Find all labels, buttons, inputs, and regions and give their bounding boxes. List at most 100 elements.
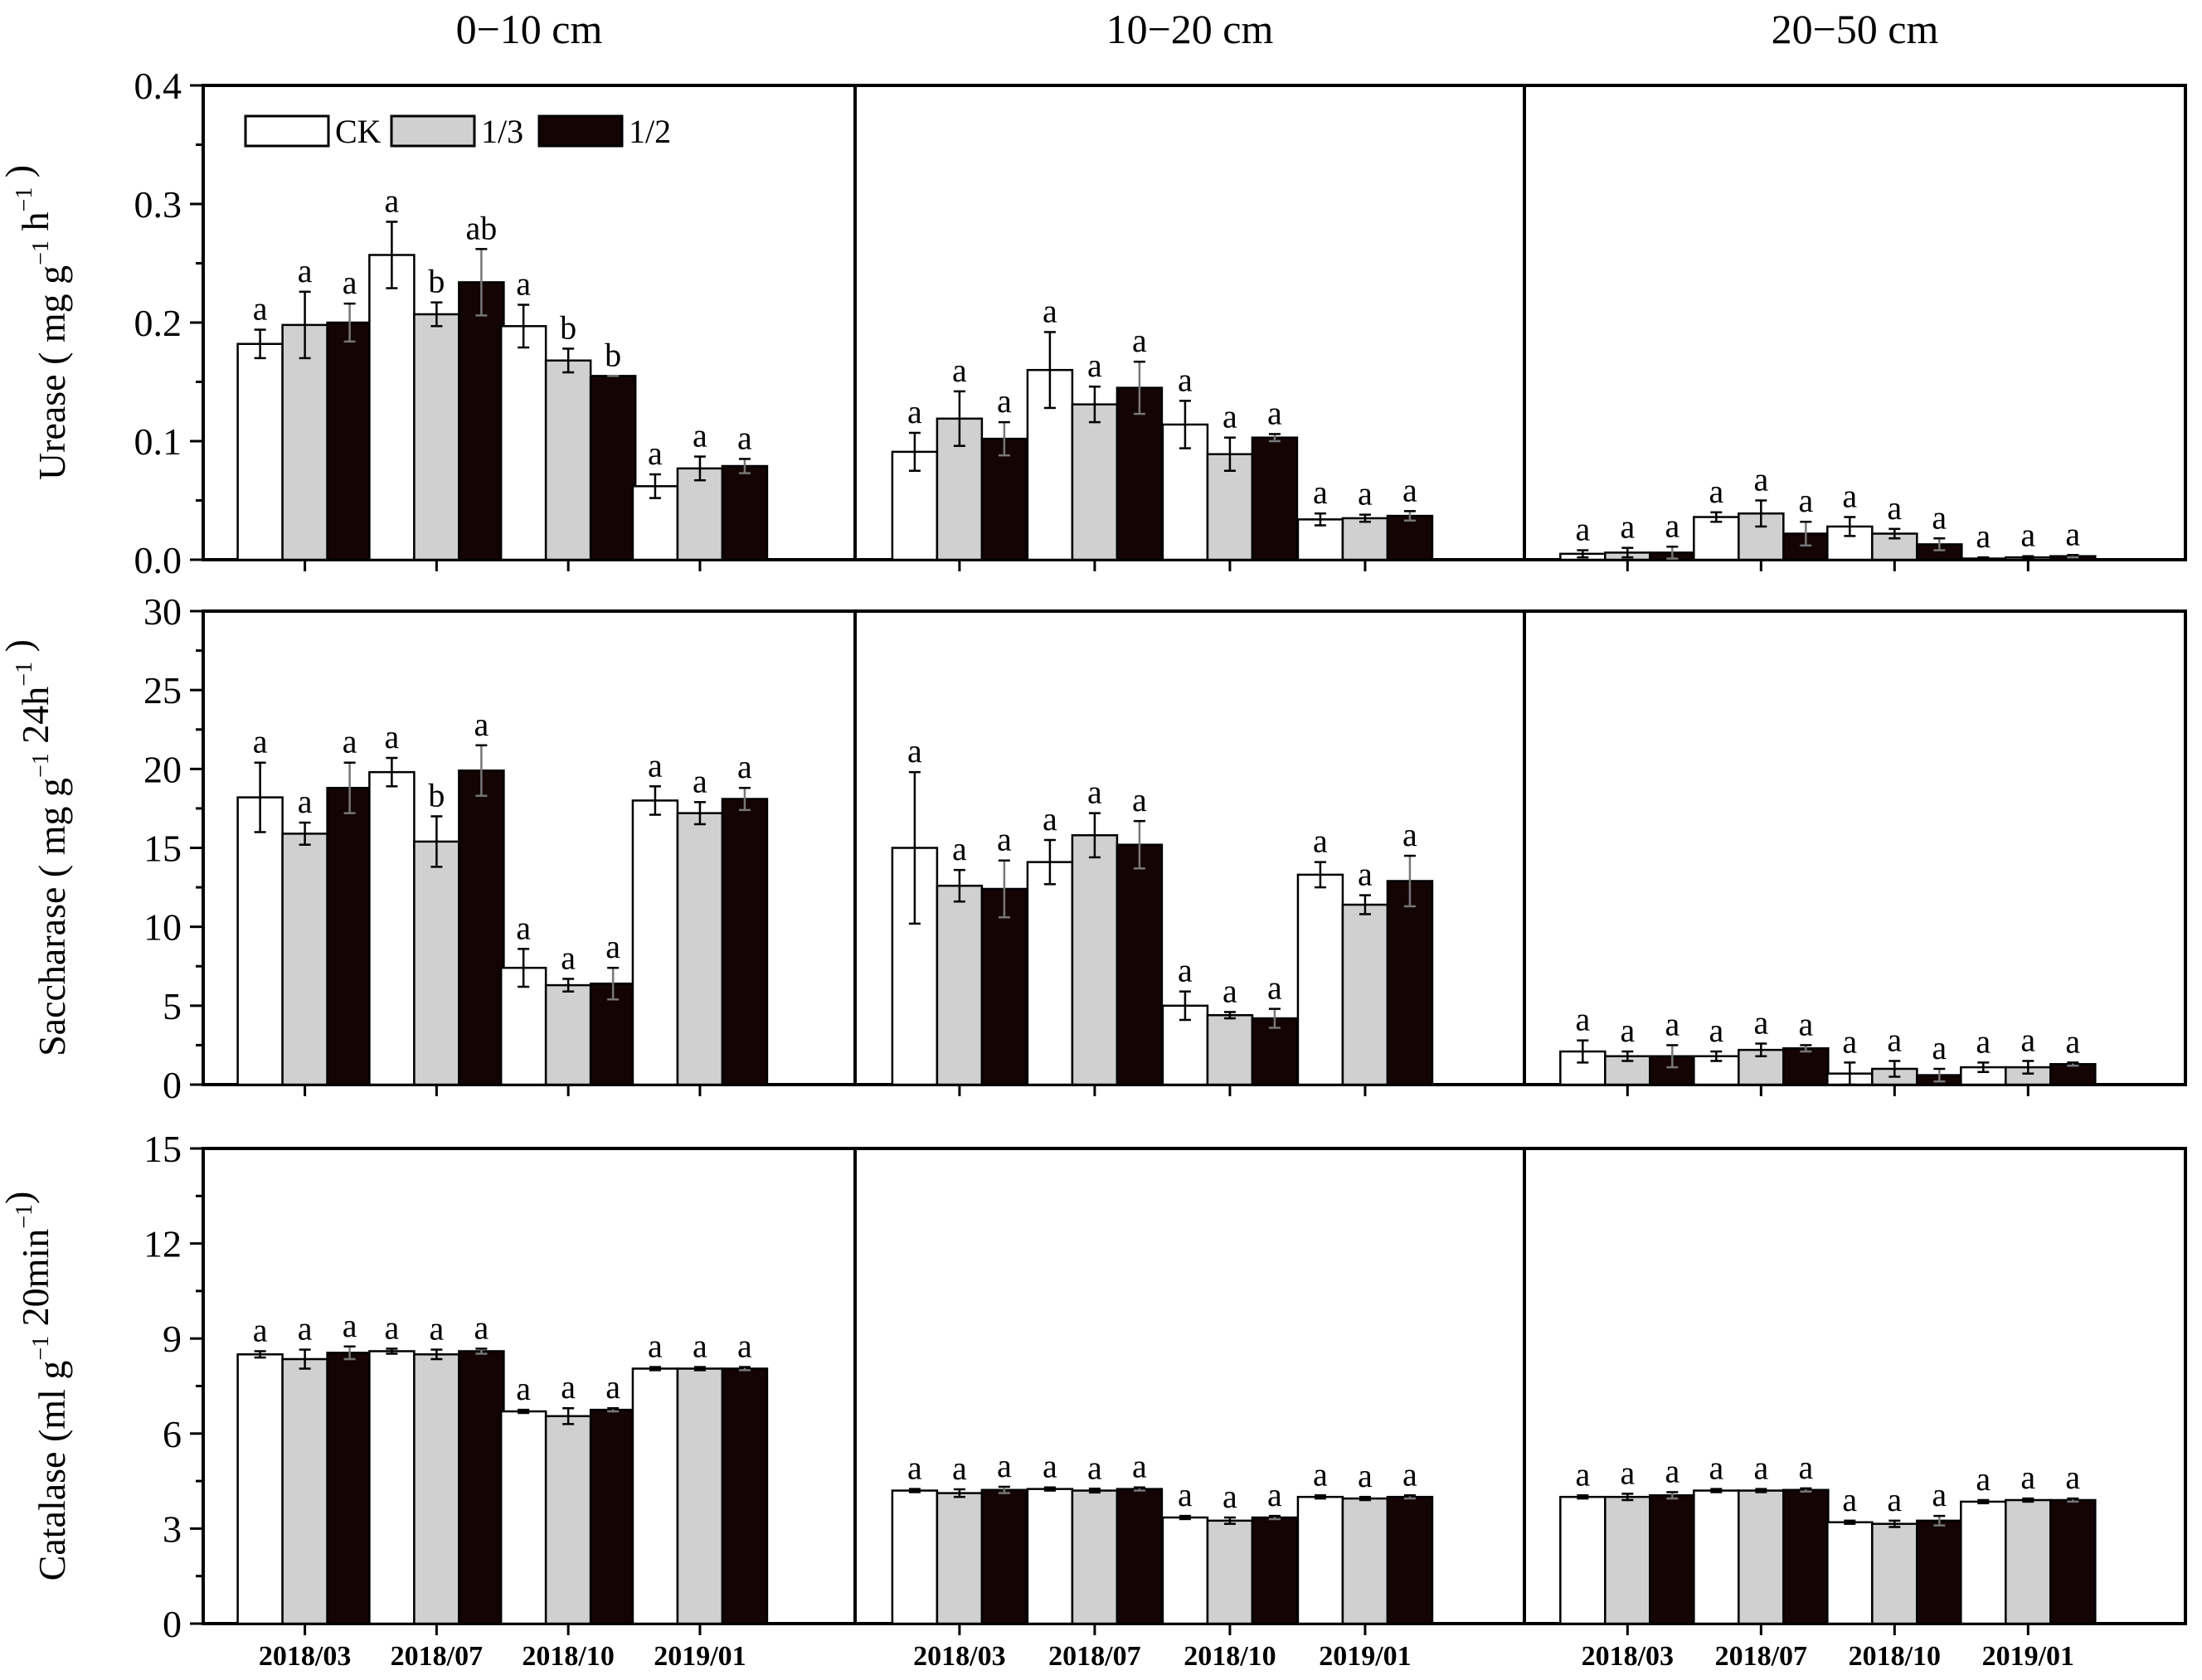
significance-letter: a [1575, 1455, 1590, 1493]
bar-catalase-d1-2018-07-CK [368, 1350, 416, 1625]
bar-saccharase-d2-2018-03-1_3 [936, 884, 984, 1086]
significance-letter: a [1887, 489, 1902, 527]
bar-saccharase-d2-2018-07-1_2 [1116, 843, 1164, 1086]
significance-letter: a [1753, 1004, 1768, 1042]
significance-letter: b [428, 263, 445, 300]
x-category-label-2019-01: 2019/01 [1982, 1641, 2074, 1672]
bar-catalase-d3-2018-07-CK [1693, 1489, 1740, 1625]
y-tick-label-catalase: 12 [143, 1223, 182, 1265]
y-tick-label-urease: 0.3 [134, 183, 182, 226]
bar-urease-d1-2018-07-1_3 [413, 313, 460, 561]
bar-catalase-d1-2019-01-1_2 [721, 1367, 769, 1625]
significance-letter: a [1753, 461, 1768, 498]
y-tick-label-saccharase: 20 [143, 748, 182, 790]
significance-letter: a [1620, 1454, 1635, 1491]
bar-urease-d1-2018-07-CK [368, 254, 416, 561]
bar-catalase-d1-2019-01-CK [631, 1367, 679, 1625]
x-category-label-2018-07: 2018/07 [1048, 1641, 1140, 1672]
significance-letter: a [952, 1449, 967, 1487]
significance-letter: a [1575, 511, 1590, 548]
bar-urease-d2-2018-10-1_2 [1251, 436, 1299, 561]
significance-letter: a [1932, 1476, 1947, 1513]
bar-catalase-d2-2018-07-1_3 [1071, 1489, 1119, 1625]
x-category-label-2019-01: 2019/01 [654, 1641, 746, 1672]
depth-title-3: 20−50 cm [1772, 6, 1939, 52]
y-label-text: 24h [14, 687, 56, 754]
significance-letter: a [516, 909, 531, 946]
significance-letter: a [1976, 1022, 1991, 1060]
bar-urease-d3-2018-07-1_2 [1782, 532, 1830, 561]
bar-urease-d1-2018-10-1_3 [544, 359, 592, 561]
y-label-superscript: −1 [28, 753, 54, 778]
y-tick-label-urease: 0.0 [134, 539, 182, 581]
bar-catalase-d2-2018-03-1_2 [980, 1488, 1028, 1625]
significance-letter: a [1043, 1448, 1057, 1485]
y-tick-label-saccharase: 5 [163, 985, 182, 1027]
bar-catalase-d3-2019-01-1_3 [2005, 1498, 2052, 1625]
significance-letter: a [343, 723, 357, 760]
significance-letter: a [516, 1370, 531, 1407]
bar-catalase-d1-2019-01-1_3 [676, 1367, 724, 1625]
significance-letter: a [253, 1311, 268, 1348]
legend-swatch-1_3 [390, 114, 476, 148]
significance-letter: a [561, 939, 576, 976]
y-axis-label-urease: Urease ( mg g−1 h−1 ) [0, 165, 73, 480]
x-category-label-2019-01: 2019/01 [1319, 1641, 1411, 1672]
significance-letter: a [737, 419, 752, 456]
significance-letter: a [1976, 517, 1991, 555]
significance-letter: a [1402, 471, 1417, 508]
y-label-text: ) [0, 639, 40, 662]
bar-catalase-d3-2019-01-CK [1960, 1500, 2007, 1625]
bar-saccharase-d1-2018-10-1_3 [544, 983, 592, 1086]
significance-letter: a [1043, 800, 1057, 838]
significance-letter: a [385, 718, 400, 755]
bar-urease-d1-2018-10-1_2 [589, 375, 637, 561]
bar-catalase-d1-2018-03-CK [236, 1353, 284, 1625]
y-label-text: ) [0, 165, 40, 187]
y-axis-label-catalase: Catalase (ml g−1 20min−1) [0, 1192, 73, 1581]
significance-letter: a [1798, 482, 1813, 519]
y-label-superscript: −1 [12, 1204, 37, 1229]
significance-letter: a [1887, 1481, 1902, 1518]
bar-urease-d1-2019-01-1_2 [721, 464, 769, 561]
y-label-text: ) [0, 1192, 40, 1204]
bar-saccharase-d1-2018-07-1_2 [458, 769, 505, 1086]
significance-letter: a [1358, 1457, 1373, 1494]
bar-catalase-d1-2018-10-CK [499, 1410, 547, 1625]
significance-letter: b [560, 308, 576, 346]
significance-letter: a [1842, 1022, 1857, 1060]
x-category-label-2018-07: 2018/07 [391, 1641, 483, 1672]
bar-catalase-d3-2018-07-1_2 [1782, 1488, 1830, 1625]
significance-letter: a [1178, 952, 1193, 989]
significance-letter: a [253, 723, 268, 760]
bar-catalase-d2-2018-10-CK [1161, 1516, 1209, 1625]
bar-catalase-d3-2018-10-1_3 [1871, 1522, 1918, 1625]
significance-letter: a [2065, 1459, 2080, 1496]
bar-saccharase-d2-2018-10-1_2 [1251, 1017, 1299, 1086]
significance-letter: a [385, 182, 400, 219]
significance-letter: a [1709, 1012, 1723, 1049]
y-tick-label-catalase: 6 [163, 1413, 182, 1455]
significance-letter: a [737, 748, 752, 785]
significance-letter: a [1798, 1005, 1813, 1042]
significance-letter: a [1178, 361, 1193, 398]
significance-letter: a [1575, 1001, 1590, 1038]
significance-letter: a [1753, 1449, 1768, 1487]
legend-label-1_3: 1/3 [481, 113, 523, 150]
bar-catalase-d3-2018-10-CK [1826, 1521, 1874, 1625]
significance-letter: a [693, 1328, 707, 1365]
significance-letter: a [1267, 1476, 1282, 1513]
y-label-superscript: −1 [28, 240, 54, 265]
bar-catalase-d2-2018-10-1_2 [1251, 1516, 1299, 1625]
bar-catalase-d1-2018-07-1_3 [413, 1353, 460, 1625]
significance-letter: a [1223, 398, 1237, 435]
bar-catalase-d1-2018-03-1_2 [326, 1352, 373, 1625]
significance-letter: a [1132, 1448, 1147, 1485]
bar-urease-d1-2018-03-1_3 [281, 323, 328, 561]
y-label-text: Catalase (ml g [31, 1361, 73, 1581]
bar-urease-d2-2019-01-1_3 [1341, 517, 1389, 561]
significance-letter: a [430, 1310, 445, 1347]
significance-letter: a [907, 393, 922, 430]
y-label-text: 20min [14, 1229, 56, 1336]
x-category-label-2018-03: 2018/03 [1582, 1641, 1674, 1672]
